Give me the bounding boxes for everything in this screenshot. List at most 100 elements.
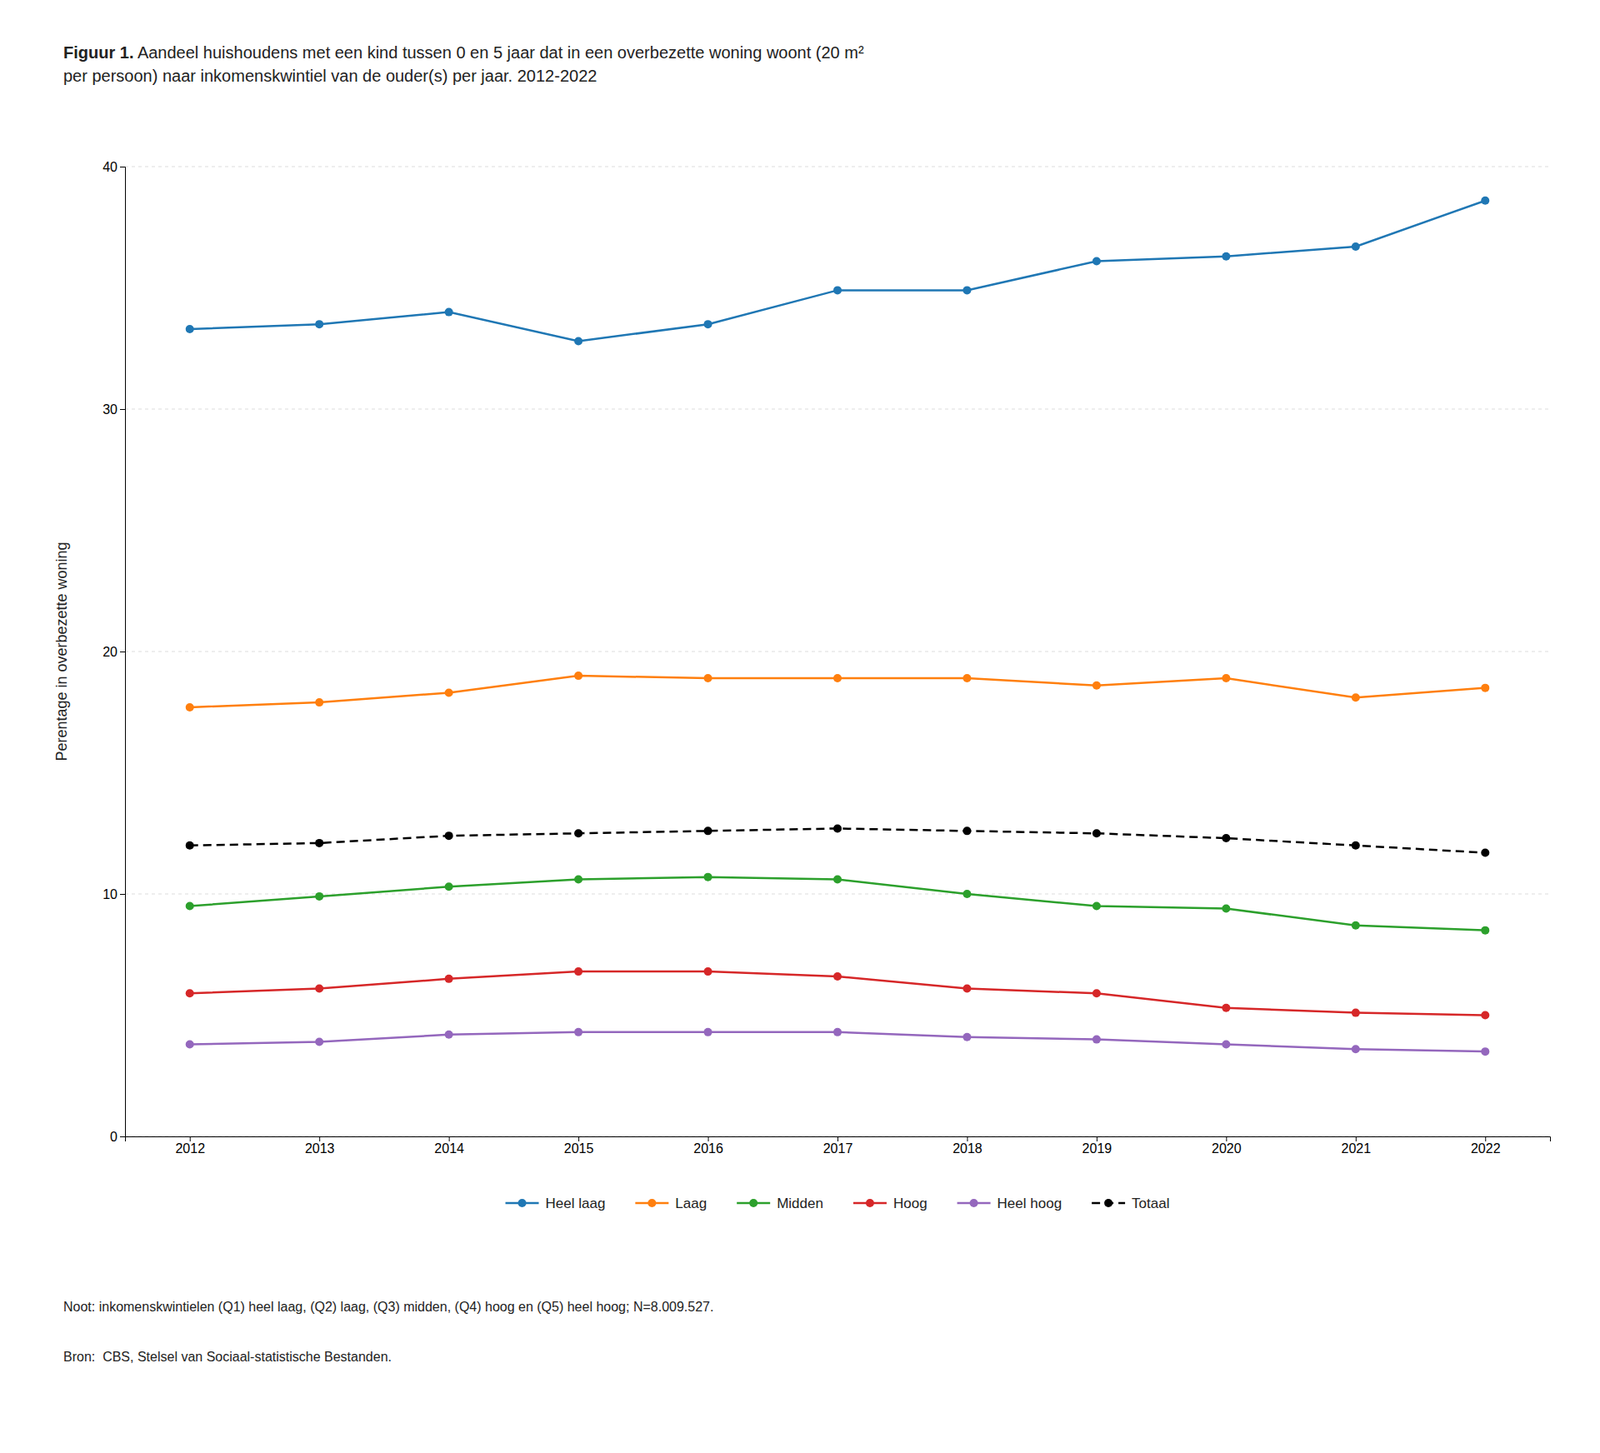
x-tick-label: 2019 <box>1082 1141 1113 1156</box>
x-tick: 2012 <box>175 1136 205 1156</box>
point <box>445 688 454 697</box>
series-line <box>190 877 1486 931</box>
point <box>574 967 583 976</box>
x-tick-mark <box>449 1136 450 1142</box>
x-tick: 2021 <box>1341 1136 1372 1156</box>
y-tick-label: 40 <box>102 160 118 175</box>
y-tick: 40 <box>102 160 125 175</box>
point <box>704 320 713 329</box>
y-tick-label: 20 <box>102 645 118 660</box>
point <box>1351 693 1360 702</box>
legend-item: Heel laag <box>505 1195 606 1212</box>
point <box>1480 1011 1490 1020</box>
plot: 2012201320142015201620172018201920202021… <box>53 160 1551 1157</box>
y-tick-mark <box>120 166 125 168</box>
grid-line <box>125 651 1550 653</box>
x-tick: 2019 <box>1082 1136 1113 1156</box>
x-tick: 2018 <box>952 1136 983 1156</box>
point <box>185 841 195 850</box>
legend-marker <box>647 1199 656 1208</box>
point <box>962 890 971 899</box>
point <box>962 984 971 993</box>
y-tick-mark <box>120 409 125 410</box>
legend-item: Heel hoog <box>957 1195 1063 1212</box>
point <box>1351 1045 1360 1054</box>
x-tick-label: 2013 <box>305 1141 335 1156</box>
chart: Figuur 1. Aandeel huishoudens met een ki… <box>0 0 1600 1453</box>
legend-item: Hoog <box>853 1195 928 1212</box>
point <box>445 975 454 984</box>
series-line <box>190 971 1486 1015</box>
x-tick-label: 2022 <box>1470 1141 1501 1156</box>
series <box>185 1028 1490 1056</box>
point <box>1092 256 1101 265</box>
point <box>833 875 842 885</box>
point <box>185 1040 195 1049</box>
y-tick: 30 <box>102 402 125 417</box>
point <box>315 1038 324 1047</box>
series <box>185 873 1490 935</box>
x-tick: 2016 <box>693 1136 724 1156</box>
y-tick-mark <box>120 1136 125 1138</box>
y-tick-label: 10 <box>102 887 118 902</box>
point <box>1351 921 1360 930</box>
point <box>1092 989 1101 998</box>
point <box>833 285 842 295</box>
legend-marker <box>865 1199 875 1208</box>
point <box>445 1030 454 1040</box>
y-axis-line <box>120 167 126 1138</box>
x-tick-mark <box>708 1136 710 1142</box>
point <box>1221 674 1230 683</box>
y-axis-title: Perentage in overbezette woning <box>53 541 70 761</box>
x-tick: 2013 <box>305 1136 335 1156</box>
y-tick-mark <box>120 651 125 653</box>
point <box>1351 242 1360 251</box>
point <box>962 285 971 295</box>
y-tick-label: 0 <box>110 1130 118 1145</box>
point <box>1221 904 1230 913</box>
legend-label: Heel hoog <box>997 1195 1063 1212</box>
x-tick: 2014 <box>434 1136 465 1156</box>
point <box>1480 684 1490 693</box>
legend-label: Hoog <box>893 1195 928 1212</box>
x-tick-label: 2014 <box>434 1141 465 1156</box>
x-tick-mark <box>1096 1136 1098 1142</box>
point <box>1480 849 1490 858</box>
x-tick-mark <box>1355 1136 1357 1142</box>
point <box>1092 681 1101 690</box>
legend-label: Laag <box>675 1195 707 1212</box>
annotation: Noot: inkomenskwintielen (Q1) heel laag,… <box>63 1300 714 1315</box>
x-tick-label: 2018 <box>952 1141 983 1156</box>
x-tick-mark <box>190 1136 191 1142</box>
x-tick-mark <box>1225 1136 1227 1142</box>
point <box>574 829 583 838</box>
marks <box>185 196 1490 1056</box>
point <box>1092 1035 1101 1045</box>
legend-marker <box>749 1199 758 1208</box>
point <box>185 989 195 998</box>
point <box>704 826 713 835</box>
legend-label: Totaal <box>1131 1195 1170 1212</box>
series-line <box>190 200 1486 342</box>
point <box>315 698 324 707</box>
point <box>1221 252 1230 261</box>
y-tick: 0 <box>110 1130 125 1145</box>
y-axis: 0 10 20 30 40 <box>102 160 125 1145</box>
point <box>833 972 842 981</box>
x-tick-label: 2017 <box>823 1141 854 1156</box>
point <box>704 1028 713 1037</box>
annotation: Bron: CBS, Stelsel van Sociaal-statistis… <box>63 1350 392 1365</box>
point <box>704 674 713 683</box>
x-tick: 2017 <box>823 1136 854 1156</box>
point <box>185 325 195 334</box>
x-axis: 2012201320142015201620172018201920202021… <box>125 1136 1551 1156</box>
x-tick: 2015 <box>564 1136 595 1156</box>
point <box>833 674 842 683</box>
point <box>1351 841 1360 850</box>
point <box>445 882 454 891</box>
y-tick: 20 <box>102 645 125 660</box>
x-tick-mark <box>1485 1136 1486 1142</box>
point <box>1221 1004 1230 1013</box>
point <box>574 671 583 680</box>
point <box>704 967 713 976</box>
